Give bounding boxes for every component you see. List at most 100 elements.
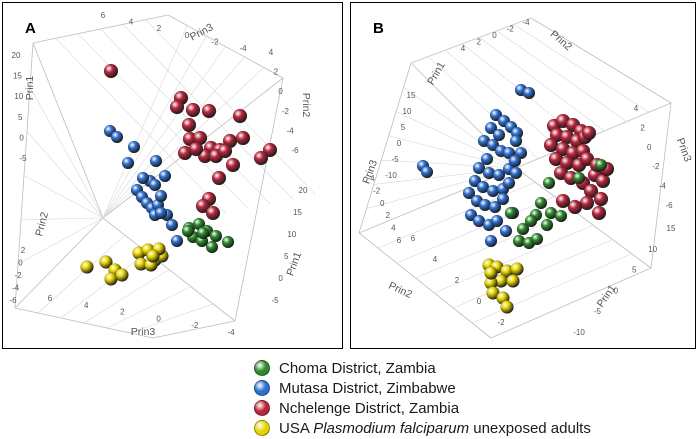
data-point-choma bbox=[524, 214, 538, 228]
prin2-right-tick: 0 bbox=[278, 87, 283, 96]
grid-line bbox=[26, 131, 104, 219]
grid-line bbox=[102, 25, 188, 219]
data-point-choma bbox=[554, 209, 568, 223]
grid-line bbox=[496, 30, 627, 122]
grid-line bbox=[106, 286, 192, 329]
prin3-left-tick: 4 bbox=[391, 224, 396, 233]
data-point-mutasa bbox=[110, 130, 124, 144]
grid-line bbox=[434, 224, 594, 294]
prin1-left-tick: 5 bbox=[18, 113, 23, 122]
data-point-mutasa bbox=[462, 186, 476, 200]
grid-line bbox=[381, 159, 517, 169]
prin1-bottom-tick: 5 bbox=[632, 266, 637, 275]
data-point-mutasa bbox=[508, 154, 522, 168]
data-point-choma bbox=[534, 196, 548, 210]
prin2-top-tick: 0 bbox=[492, 31, 497, 40]
data-point-usa bbox=[146, 249, 160, 263]
prin2-right-tick: -2 bbox=[282, 107, 290, 116]
prin3-left-tick: 2 bbox=[386, 211, 391, 220]
data-point-mutasa bbox=[484, 121, 498, 135]
prin1-top-tick: 15 bbox=[407, 91, 416, 100]
prin2-top-tick: 4 bbox=[461, 44, 466, 53]
prin2-top-tick: -4 bbox=[522, 18, 530, 27]
prin2-top-tick: 2 bbox=[477, 38, 482, 47]
prin2-axis-label-bottom: Prin2 bbox=[387, 280, 414, 301]
prin1-bottom-tick: 10 bbox=[648, 245, 657, 254]
data-point-mutasa bbox=[484, 234, 498, 248]
grid-line bbox=[17, 217, 104, 265]
data-point-nchelenge bbox=[555, 193, 571, 209]
grid-line bbox=[396, 111, 517, 169]
prin2-bottom-tick: 4 bbox=[433, 255, 438, 264]
legend-item-nchelenge: Nchelenge District, Zambia bbox=[254, 398, 459, 418]
grid-line bbox=[472, 253, 632, 324]
prin2-axis-label-left: Prin2 bbox=[33, 211, 51, 238]
grid-line bbox=[129, 303, 214, 334]
legend-label-mutasa: Mutasa District, Zimbabwe bbox=[279, 379, 456, 397]
prin1-top-tick: 0 bbox=[397, 139, 402, 148]
data-point-nchelenge bbox=[188, 141, 204, 157]
prin3-right-tick: -2 bbox=[652, 162, 660, 171]
grid-line bbox=[396, 196, 555, 264]
legend-label-nchelenge: Nchelenge District, Zambia bbox=[279, 399, 460, 417]
panel-b-plot: B420-2-4151050-5-10-4-20246420-2-4-66420… bbox=[358, 17, 694, 339]
prin2-right-tick: 2 bbox=[274, 68, 279, 77]
data-point-mutasa bbox=[522, 86, 536, 100]
data-point-mutasa bbox=[136, 171, 150, 185]
data-point-nchelenge bbox=[593, 191, 609, 207]
grid-line bbox=[145, 19, 316, 195]
grid-line bbox=[23, 175, 104, 219]
grid-line bbox=[20, 217, 104, 220]
prin2-bottom-tick: 2 bbox=[455, 276, 460, 285]
prin2-bottom-tick: -2 bbox=[497, 318, 505, 327]
prin3-left-tick: -2 bbox=[373, 186, 381, 195]
data-point-choma bbox=[181, 224, 195, 238]
prin3-bottom-tick: -2 bbox=[191, 321, 199, 330]
data-point-nchelenge bbox=[253, 150, 269, 166]
prin3-top-tick: 2 bbox=[157, 24, 162, 33]
grid-line bbox=[32, 42, 104, 219]
grid-line bbox=[410, 17, 532, 64]
data-point-mutasa bbox=[480, 152, 494, 166]
prin1-bottom-tick: -5 bbox=[594, 307, 602, 316]
prin2-left-tick: 2 bbox=[21, 246, 26, 255]
prin3-left-tick: -4 bbox=[367, 174, 375, 183]
grid-line bbox=[14, 217, 104, 309]
prin3-axis-label-bottom: Prin3 bbox=[131, 326, 156, 338]
grid-line bbox=[29, 87, 104, 219]
prin1-left-tick: 10 bbox=[14, 92, 23, 101]
panel-b-label: B bbox=[373, 20, 384, 37]
prin1-left-tick: 20 bbox=[12, 51, 21, 60]
prin1-top-tick: -5 bbox=[391, 155, 399, 164]
data-point-nchelenge bbox=[217, 143, 233, 159]
grid-line bbox=[102, 46, 226, 219]
prin3-right-tick: -6 bbox=[665, 201, 673, 210]
data-point-nchelenge bbox=[232, 108, 248, 124]
data-point-usa bbox=[99, 255, 113, 269]
legend: Choma District, Zambia Mutasa District, … bbox=[254, 356, 694, 438]
data-point-mutasa bbox=[149, 154, 163, 168]
data-point-choma bbox=[540, 218, 554, 232]
legend-label-usa: USA Plasmodium falciparum unexposed adul… bbox=[279, 420, 591, 437]
data-point-nchelenge bbox=[185, 102, 201, 118]
prin2-top-tick: -2 bbox=[507, 25, 515, 34]
grid-line bbox=[388, 135, 517, 169]
grid-line bbox=[102, 35, 207, 219]
prin1-top-tick: 10 bbox=[403, 107, 412, 116]
prin3-bottom-tick: 0 bbox=[156, 314, 161, 323]
legend-item-usa: USA Plasmodium falciparum unexposed adul… bbox=[254, 418, 591, 438]
prin1-top-tick: -10 bbox=[385, 171, 397, 180]
prin2-left-tick: 0 bbox=[18, 259, 23, 268]
data-point-mutasa bbox=[502, 176, 516, 190]
grid-line bbox=[445, 49, 561, 150]
legend-item-choma: Choma District, Zambia bbox=[254, 358, 436, 378]
prin1-top-tick: 5 bbox=[401, 123, 406, 132]
prin1-left-tick: 0 bbox=[19, 133, 24, 142]
prin1-left-tick: -5 bbox=[19, 154, 27, 163]
grid-line bbox=[358, 232, 492, 339]
data-point-choma bbox=[530, 232, 544, 246]
legend-swatch-choma bbox=[254, 360, 270, 376]
prin2-right-tick: -4 bbox=[287, 126, 295, 135]
data-point-mutasa bbox=[488, 200, 502, 214]
prin2-bottom-tick: 6 bbox=[411, 234, 416, 243]
